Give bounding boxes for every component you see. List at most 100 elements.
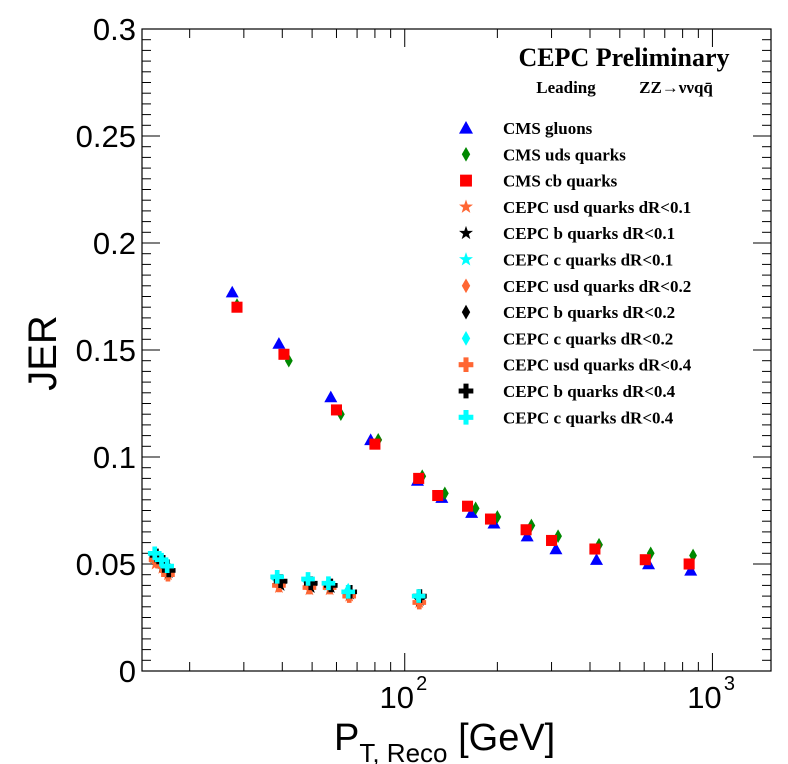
data-point (411, 589, 426, 603)
legend-marker (461, 278, 471, 294)
data-point (484, 513, 497, 525)
data-point (471, 501, 480, 516)
legend-item: CEPC c quarks dR<0.2 (461, 329, 673, 348)
x-tick-label: 10 (379, 680, 413, 715)
x-tick-label: 10 (687, 680, 721, 715)
legend-label: CEPC usd quarks dR<0.2 (503, 277, 691, 296)
chart-subtitle-process: ZZ→ννqq̄ (639, 78, 713, 97)
chart-title: CEPC Preliminary (518, 43, 729, 72)
legend-marker (461, 304, 471, 320)
legend-marker (459, 225, 473, 240)
data-point (413, 472, 425, 484)
legend-label: CEPC c quarks dR<0.2 (503, 329, 673, 348)
legend: CMS gluons CMS uds quarks CMS cb quarks CEP… (458, 119, 692, 427)
data-point (462, 500, 474, 512)
data-point (684, 563, 698, 576)
data-point (639, 554, 651, 566)
y-tick-label: 0.2 (93, 226, 136, 261)
data-point (273, 574, 288, 588)
y-tick-label: 0.1 (93, 440, 136, 475)
data-point (646, 546, 655, 561)
chart-subtitle-leading: Leading (536, 78, 596, 97)
series-cms-cb-quarks (231, 301, 695, 570)
legend-marker (458, 357, 474, 373)
data-point (432, 489, 444, 502)
data-point (272, 337, 286, 349)
data-point (225, 285, 239, 298)
legend-item: CEPC usd quarks dR<0.2 (461, 277, 691, 296)
y-tick-label: 0.25 (76, 119, 136, 154)
axis-ticks (142, 28, 771, 672)
legend-label: CEPC b quarks dR<0.1 (503, 224, 675, 243)
legend-item: CMS gluons (459, 119, 593, 138)
data-point (270, 570, 285, 584)
legend-label: CEPC usd quarks dR<0.4 (503, 356, 692, 375)
data-point (154, 552, 169, 567)
data-point (520, 524, 532, 536)
legend-item: CEPC b quarks dR<0.4 (458, 382, 676, 401)
data-point (520, 529, 534, 542)
x-axis-label-unit: [GeV] (448, 717, 556, 759)
legend-item: CEPC b quarks dR<0.1 (459, 224, 675, 243)
legend-marker (459, 199, 473, 213)
data-point (160, 559, 174, 573)
x-axis-label-subscript: T, Reco (359, 738, 447, 764)
legend-label: CEPC c quarks dR<0.4 (503, 408, 674, 427)
y-tick-label: 0.05 (76, 547, 136, 582)
legend-item: CEPC b quarks dR<0.2 (461, 303, 675, 322)
legend-label: CEPC b quarks dR<0.4 (503, 382, 676, 401)
y-tick-label: 0.15 (76, 333, 136, 368)
data-point (231, 301, 243, 313)
data-point (549, 542, 563, 555)
legend-item: CEPC c quarks dR<0.4 (458, 408, 674, 427)
legend-marker (459, 252, 473, 266)
data-point (147, 546, 162, 561)
x-axis-label-main: P (334, 717, 359, 759)
legend-label: CMS gluons (503, 119, 593, 138)
data-point (330, 404, 342, 416)
data-point (324, 390, 338, 403)
legend-item: CMS uds quarks (461, 145, 626, 164)
legend-marker (460, 174, 472, 187)
axis-tick-labels: 00.050.10.150.20.250.310 2 10 3 (76, 12, 735, 715)
legend-label: CMS cb quarks (503, 172, 618, 191)
x-axis-label: PT, Reco [GeV] (334, 717, 555, 764)
legend-marker (461, 146, 471, 162)
y-axis-label: JER (21, 315, 65, 391)
x-tick-label-exponent: 3 (724, 673, 735, 695)
data-point (493, 510, 502, 524)
legend-marker (459, 121, 473, 134)
legend-label: CMS uds quarks (503, 145, 626, 164)
data-point (689, 548, 697, 563)
data-point (369, 438, 381, 450)
data-points (147, 285, 698, 610)
data-point (546, 534, 558, 546)
y-tick-label: 0.3 (93, 12, 136, 47)
data-point (341, 584, 356, 599)
y-tick-label: 0 (119, 654, 136, 689)
legend-item: CMS cb quarks (460, 172, 618, 191)
data-point (683, 558, 695, 570)
legend-item: CEPC usd quarks dR<0.4 (458, 356, 692, 375)
series-cepc-c-quarks-dr-0-4 (147, 546, 426, 603)
data-point (465, 506, 479, 518)
data-point (554, 529, 562, 544)
legend-label: CEPC usd quarks dR<0.1 (503, 198, 691, 217)
legend-label: CEPC b quarks dR<0.2 (503, 303, 675, 322)
data-point (589, 543, 601, 555)
data-point (590, 553, 604, 565)
data-point (278, 348, 290, 360)
data-point (301, 572, 315, 586)
legend-item: CEPC c quarks dR<0.1 (459, 251, 673, 270)
legend-label: CEPC c quarks dR<0.1 (503, 251, 673, 270)
data-point (321, 576, 336, 591)
legend-marker (461, 331, 471, 346)
x-tick-label-exponent: 2 (416, 673, 427, 695)
data-point (284, 353, 293, 368)
legend-item: CEPC usd quarks dR<0.1 (459, 198, 691, 217)
data-point (303, 576, 318, 591)
legend-marker (458, 383, 474, 399)
legend-marker (458, 409, 474, 425)
